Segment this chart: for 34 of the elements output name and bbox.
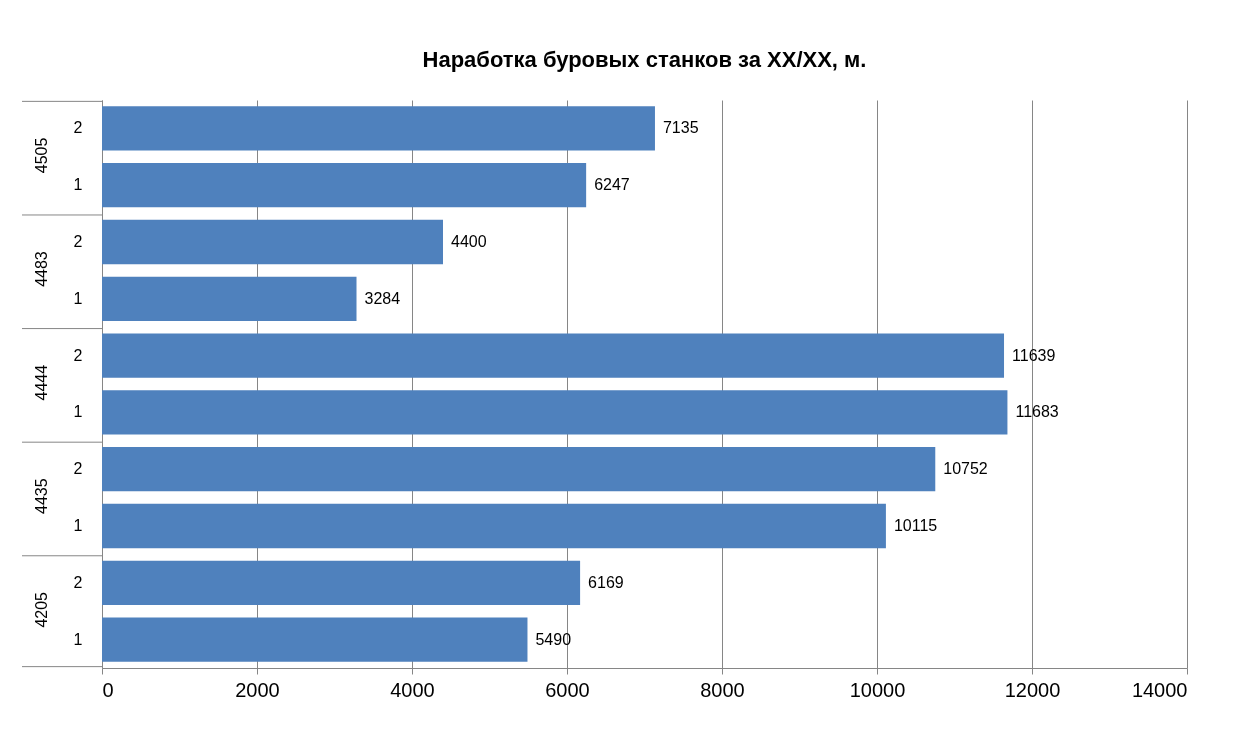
y-tick-label: 2 xyxy=(73,346,83,364)
data-label: 7135 xyxy=(662,119,699,137)
y-tick-label: 2 xyxy=(73,460,83,478)
text: 4483 xyxy=(33,251,50,287)
x-tick-label: 12000 xyxy=(1004,678,1061,701)
data-label: 10752 xyxy=(943,460,988,478)
y-tick-label: 1 xyxy=(73,517,83,534)
x-tick-label: 10000 xyxy=(849,678,906,701)
chart-title: Наработка буровых станков за XX/XX, м. xyxy=(422,47,867,72)
y-tick-label: 2 xyxy=(73,573,83,591)
y-tick-label: 1 xyxy=(73,289,83,307)
data-label: 10115 xyxy=(893,517,938,534)
data-label: 3284 xyxy=(364,289,401,307)
data-label: 4400 xyxy=(451,233,487,250)
text: 4205 xyxy=(33,591,50,628)
text: 4444 xyxy=(33,364,50,401)
y-tick-label: 1 xyxy=(73,630,83,648)
x-tick-label: 4000 xyxy=(390,678,435,701)
text: 4505 xyxy=(33,137,50,174)
x-tick-label: 6000 xyxy=(545,678,590,701)
y-tick-label: 1 xyxy=(73,176,83,194)
x-tick-label: 0 xyxy=(102,678,114,701)
data-label: 6169 xyxy=(588,573,624,591)
y-tick-label: 2 xyxy=(73,119,83,137)
data-label: 5490 xyxy=(535,630,572,648)
x-tick-label: 14000 xyxy=(1131,678,1188,701)
x-tick-label: 2000 xyxy=(235,678,280,701)
data-label: 11639 xyxy=(1012,346,1056,364)
y-tick-label: 1 xyxy=(73,403,83,421)
text: 4435 xyxy=(33,478,50,515)
data-label: 11683 xyxy=(1015,403,1059,421)
x-tick-label: 8000 xyxy=(700,678,745,701)
data-label: 6247 xyxy=(594,176,630,194)
y-tick-label: 2 xyxy=(73,233,83,250)
